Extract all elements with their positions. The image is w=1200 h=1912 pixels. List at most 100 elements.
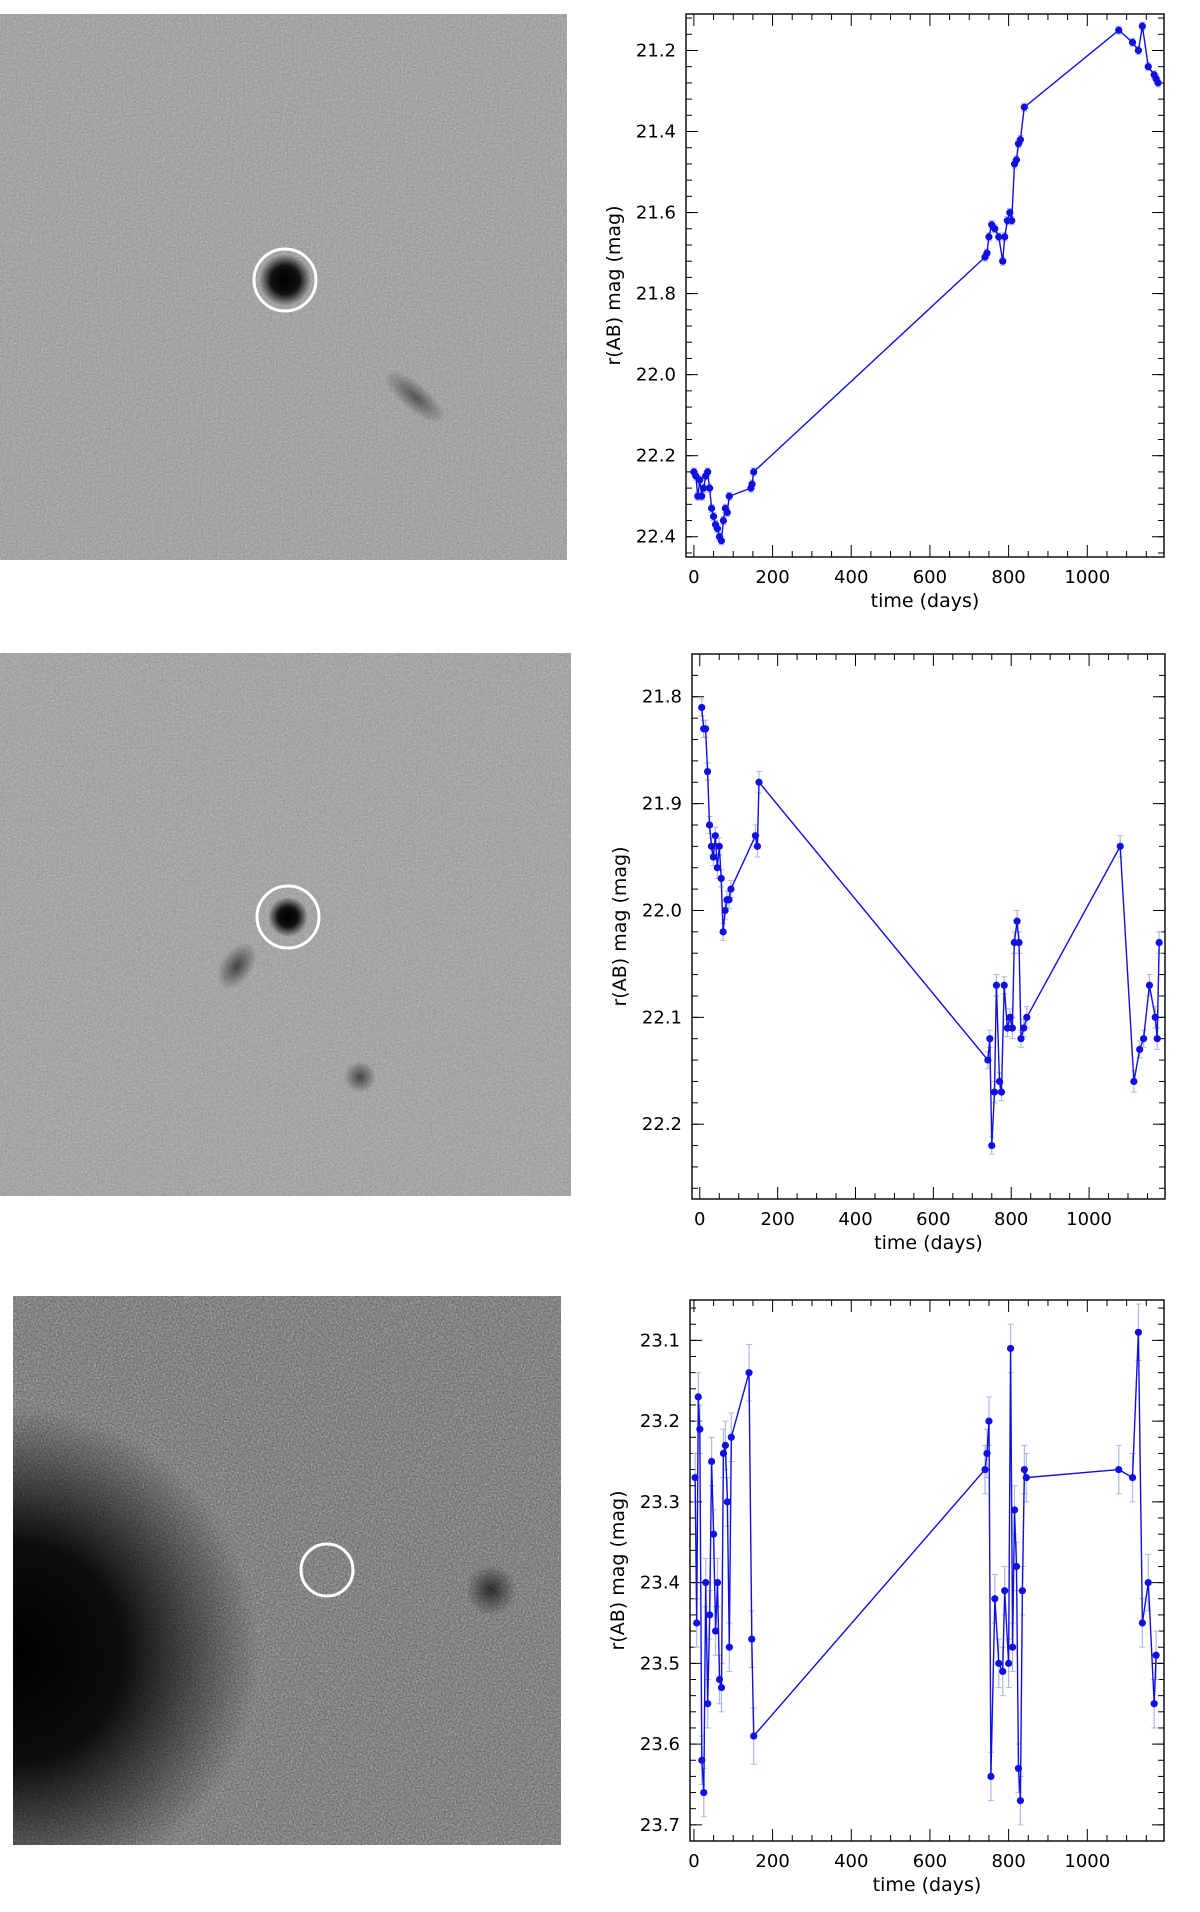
data-point bbox=[745, 1369, 753, 1377]
data-point bbox=[1001, 1587, 1009, 1595]
data-point bbox=[703, 767, 712, 776]
y-axis-label: r(AB) mag (mag) bbox=[603, 206, 625, 366]
data-point bbox=[711, 832, 719, 840]
y-tick-label: 21.8 bbox=[636, 284, 676, 305]
data-point bbox=[1012, 1562, 1021, 1571]
data-point bbox=[706, 1611, 714, 1619]
data-point bbox=[1115, 26, 1123, 34]
data-point bbox=[990, 1088, 999, 1096]
data-point bbox=[1005, 1659, 1013, 1667]
data-point bbox=[755, 778, 763, 786]
data-point bbox=[985, 1417, 993, 1425]
data-point bbox=[987, 1772, 995, 1781]
data-point bbox=[1006, 208, 1014, 217]
data-point bbox=[723, 1498, 731, 1506]
x-tick-label: 200 bbox=[755, 567, 789, 588]
x-tick-label: 600 bbox=[916, 1209, 950, 1230]
data-point bbox=[694, 1393, 702, 1401]
data-point bbox=[1010, 1506, 1019, 1514]
data-point bbox=[717, 874, 725, 883]
data-point bbox=[995, 233, 1003, 241]
data-point bbox=[719, 928, 727, 936]
data-point bbox=[1134, 1328, 1143, 1336]
data-point bbox=[721, 906, 729, 915]
data-point bbox=[717, 537, 726, 545]
x-tick-label: 800 bbox=[991, 1851, 1025, 1872]
light-curve-chart-1: 0 200 400 600 800 1000 21.2 21.4 21.6 21.8 22.0 22.… bbox=[600, 0, 1200, 620]
data-point bbox=[1006, 1013, 1014, 1021]
data-point bbox=[719, 1449, 728, 1458]
data-point bbox=[1154, 79, 1162, 87]
postage-stamp-image-1 bbox=[0, 14, 567, 560]
data-point bbox=[750, 468, 758, 476]
data-point bbox=[753, 842, 762, 850]
data-point bbox=[1008, 217, 1016, 225]
data-point bbox=[1020, 103, 1028, 111]
data-point bbox=[1001, 233, 1009, 241]
postage-stamp-svg-1 bbox=[0, 14, 567, 560]
y-tick-label: 23.5 bbox=[640, 1653, 680, 1674]
data-point bbox=[991, 1595, 999, 1603]
data-point bbox=[713, 525, 722, 533]
data-point bbox=[1018, 1587, 1026, 1595]
data-point bbox=[702, 725, 710, 733]
target-circle-marker bbox=[252, 247, 318, 313]
y-tick-label: 21.4 bbox=[636, 122, 676, 143]
data-point bbox=[698, 1756, 706, 1764]
plot-frame bbox=[685, 13, 1165, 558]
data-point bbox=[702, 1579, 710, 1587]
data-point bbox=[985, 233, 993, 241]
data-point bbox=[1153, 1035, 1161, 1043]
data-point bbox=[999, 257, 1007, 265]
data-point bbox=[715, 842, 723, 850]
series-line bbox=[701, 707, 1160, 1146]
data-point bbox=[748, 480, 756, 488]
data-point bbox=[999, 1667, 1007, 1676]
data-point bbox=[1130, 1077, 1138, 1086]
data-point bbox=[691, 1474, 699, 1482]
y-tick-label: 23.3 bbox=[640, 1492, 680, 1513]
y-tick-label: 23.6 bbox=[640, 1734, 680, 1755]
light-curve-chart-3: 0 200 400 600 800 1000 23.1 23.2 23.3 23.4 23.5 23.… bbox=[600, 1286, 1200, 1908]
data-point bbox=[1000, 981, 1008, 989]
data-point bbox=[721, 1441, 730, 1449]
x-axis-label: time (days) bbox=[873, 1874, 982, 1896]
y-tick-label: 22.0 bbox=[636, 365, 676, 386]
x-tick-label: 200 bbox=[755, 1851, 789, 1872]
plot-frame bbox=[691, 653, 1166, 1200]
x-tick-label: 200 bbox=[760, 1209, 794, 1230]
x-tick-label: 1000 bbox=[1064, 1851, 1110, 1872]
data-point bbox=[715, 1675, 724, 1684]
data-point bbox=[1016, 136, 1025, 144]
data-point bbox=[1151, 1013, 1159, 1021]
galaxy-smudge bbox=[384, 370, 446, 424]
data-point bbox=[1003, 1024, 1011, 1032]
data-point bbox=[997, 1088, 1006, 1096]
data-point bbox=[710, 1530, 718, 1538]
x-tick-label: 800 bbox=[994, 1209, 1028, 1230]
source-blob bbox=[259, 254, 311, 306]
y-tick-label: 21.8 bbox=[642, 687, 682, 708]
data-point bbox=[693, 1619, 701, 1627]
y-tick-label: 22.1 bbox=[642, 1007, 682, 1028]
bright-galaxy-halo bbox=[13, 1296, 561, 1845]
x-tick-label: 1000 bbox=[1064, 567, 1110, 588]
plot-frame bbox=[689, 1299, 1165, 1842]
data-point bbox=[983, 249, 991, 257]
data-point bbox=[1150, 1700, 1158, 1708]
source-blob bbox=[268, 897, 308, 937]
data-point bbox=[992, 981, 1001, 989]
data-point bbox=[713, 1579, 722, 1587]
y-tick-label: 22.4 bbox=[636, 527, 676, 548]
data-point bbox=[748, 1635, 756, 1643]
data-point bbox=[1008, 1024, 1016, 1032]
data-point bbox=[983, 1449, 991, 1458]
data-point bbox=[711, 1627, 720, 1635]
data-point bbox=[1015, 938, 1023, 947]
data-point bbox=[725, 492, 733, 500]
data-point bbox=[1128, 1474, 1137, 1482]
data-point bbox=[709, 512, 718, 521]
data-point bbox=[1128, 38, 1137, 46]
data-point bbox=[986, 1035, 994, 1043]
x-axis-label: time (days) bbox=[871, 590, 980, 612]
